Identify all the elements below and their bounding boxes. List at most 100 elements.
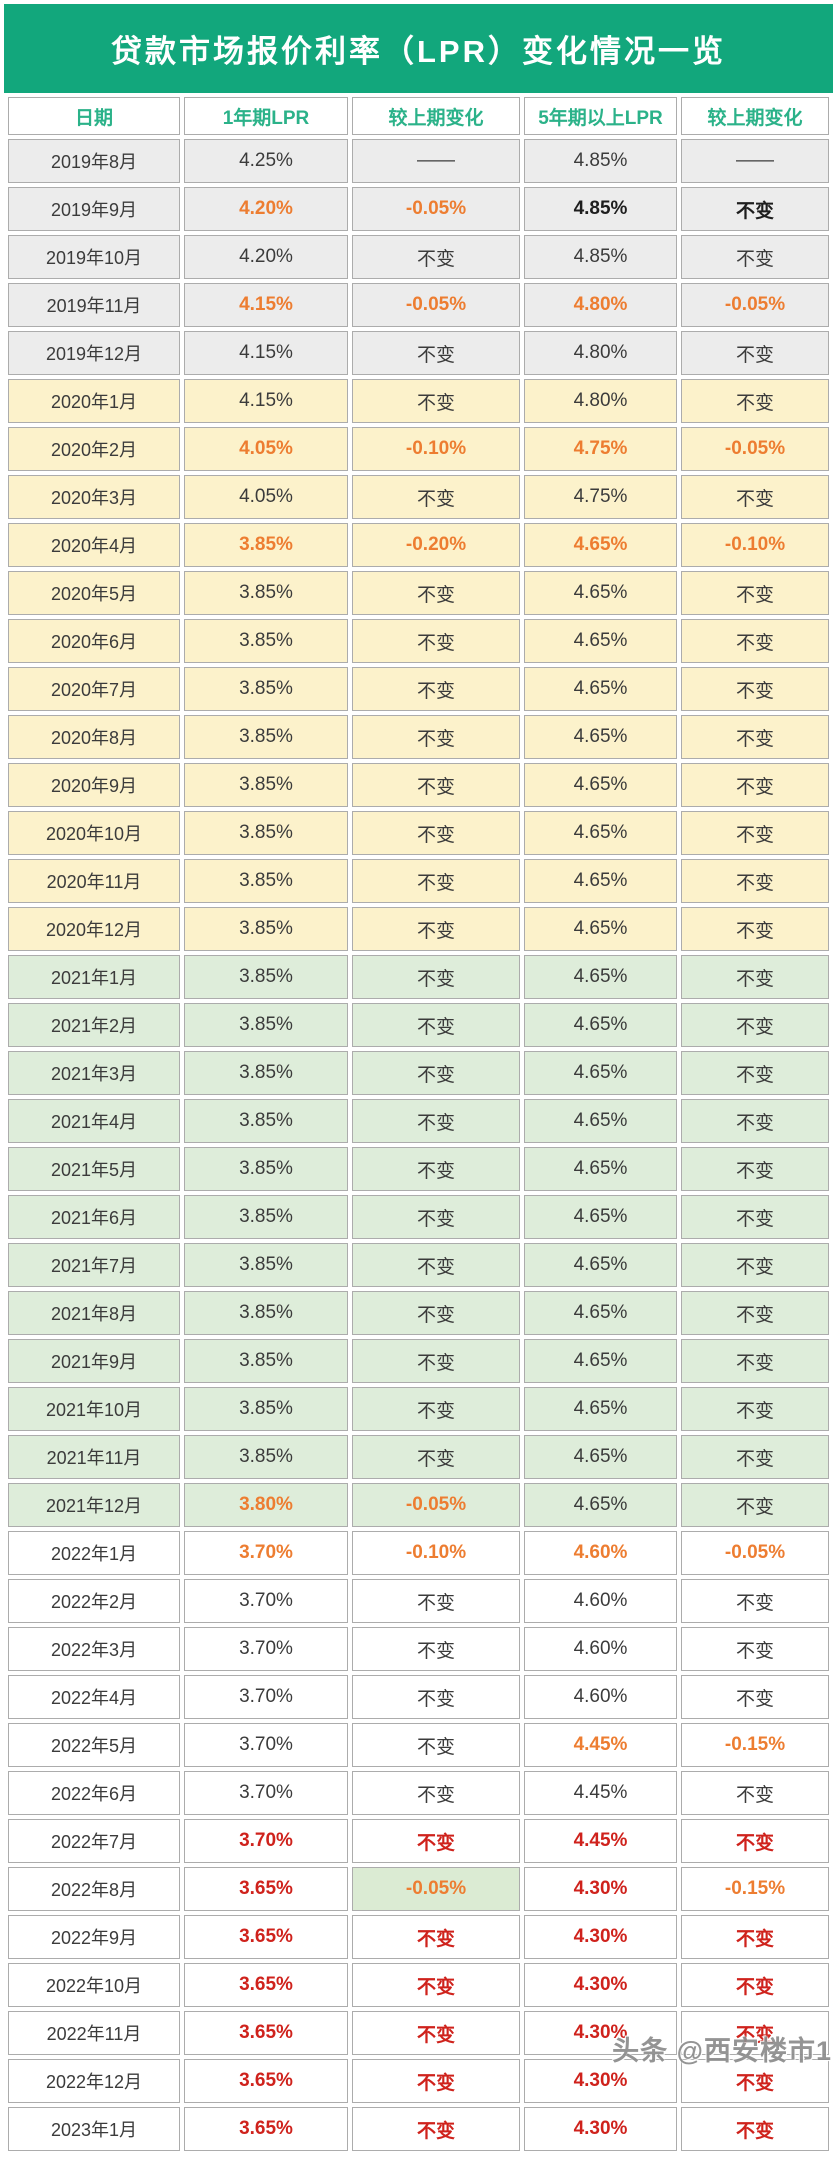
value-cell: 3.85%	[184, 1435, 348, 1479]
date-cell: 2020年2月	[8, 427, 180, 471]
date-cell: 2022年7月	[8, 1819, 180, 1863]
value-cell: ——	[352, 139, 520, 183]
value-cell: -0.05%	[352, 1483, 520, 1527]
value-cell: 4.75%	[524, 427, 677, 471]
value-cell: 不变	[352, 1387, 520, 1431]
value-cell: 3.65%	[184, 1915, 348, 1959]
watermark: 头条 @西安楼市1	[612, 2036, 832, 2066]
value-cell: -0.15%	[681, 1867, 829, 1911]
value-cell: 3.80%	[184, 1483, 348, 1527]
value-cell: 不变	[352, 379, 520, 423]
table-row: 2021年10月 3.85% 不变 4.65% 不变	[8, 1387, 829, 1431]
value-cell: 不变	[352, 571, 520, 615]
table-row: 2022年6月 3.70% 不变 4.45% 不变	[8, 1771, 829, 1815]
table-row: 2021年9月 3.85% 不变 4.65% 不变	[8, 1339, 829, 1383]
value-cell: 不变	[681, 235, 829, 279]
value-cell: 4.15%	[184, 379, 348, 423]
value-cell: 4.65%	[524, 715, 677, 759]
value-cell: 不变	[681, 1051, 829, 1095]
value-cell: 4.20%	[184, 187, 348, 231]
value-cell: 4.45%	[524, 1771, 677, 1815]
value-cell: 4.05%	[184, 475, 348, 519]
value-cell: 不变	[681, 763, 829, 807]
table-row: 2020年11月 3.85% 不变 4.65% 不变	[8, 859, 829, 903]
value-cell: 4.65%	[524, 619, 677, 663]
value-cell: 3.85%	[184, 1339, 348, 1383]
value-cell: 4.80%	[524, 331, 677, 375]
value-cell: 不变	[681, 1147, 829, 1191]
value-cell: 4.65%	[524, 1291, 677, 1335]
value-cell: 4.65%	[524, 859, 677, 903]
table-row: 2020年3月 4.05% 不变 4.75% 不变	[8, 475, 829, 519]
value-cell: 不变	[352, 1771, 520, 1815]
value-cell: 不变	[681, 1243, 829, 1287]
value-cell: 不变	[681, 1195, 829, 1239]
value-cell: 4.65%	[524, 1483, 677, 1527]
value-cell: 3.85%	[184, 571, 348, 615]
value-cell: 不变	[352, 1819, 520, 1863]
table-row: 2021年1月 3.85% 不变 4.65% 不变	[8, 955, 829, 999]
value-cell: 不变	[352, 1435, 520, 1479]
table-row: 2019年11月 4.15% -0.05% 4.80% -0.05%	[8, 283, 829, 327]
value-cell: -0.20%	[352, 523, 520, 567]
value-cell: 不变	[681, 571, 829, 615]
value-cell: 不变	[352, 1291, 520, 1335]
value-cell: 3.85%	[184, 955, 348, 999]
date-cell: 2022年4月	[8, 1675, 180, 1719]
table-row: 2022年8月 3.65% -0.05% 4.30% -0.15%	[8, 1867, 829, 1911]
date-cell: 2021年8月	[8, 1291, 180, 1335]
value-cell: 不变	[681, 1003, 829, 1047]
value-cell: 3.85%	[184, 1051, 348, 1095]
value-cell: 不变	[681, 187, 829, 231]
table-row: 2020年12月 3.85% 不变 4.65% 不变	[8, 907, 829, 951]
table-row: 2020年9月 3.85% 不变 4.65% 不变	[8, 763, 829, 807]
value-cell: 不变	[352, 763, 520, 807]
value-cell: 3.65%	[184, 2059, 348, 2103]
value-cell: 4.45%	[524, 1723, 677, 1767]
date-cell: 2022年11月	[8, 2011, 180, 2055]
table-row: 2020年8月 3.85% 不变 4.65% 不变	[8, 715, 829, 759]
value-cell: 不变	[352, 811, 520, 855]
table-row: 2021年6月 3.85% 不变 4.65% 不变	[8, 1195, 829, 1239]
date-cell: 2019年12月	[8, 331, 180, 375]
value-cell: -0.10%	[352, 1531, 520, 1575]
date-cell: 2022年6月	[8, 1771, 180, 1815]
value-cell: 3.85%	[184, 1099, 348, 1143]
value-cell: 不变	[681, 859, 829, 903]
value-cell: 不变	[352, 1195, 520, 1239]
date-cell: 2020年7月	[8, 667, 180, 711]
table-row: 2020年6月 3.85% 不变 4.65% 不变	[8, 619, 829, 663]
value-cell: 4.65%	[524, 571, 677, 615]
value-cell: 4.85%	[524, 139, 677, 183]
value-cell: 4.65%	[524, 1099, 677, 1143]
value-cell: 不变	[681, 955, 829, 999]
value-cell: 4.65%	[524, 1435, 677, 1479]
value-cell: 不变	[352, 1675, 520, 1719]
value-cell: 4.60%	[524, 1531, 677, 1575]
value-cell: -0.10%	[681, 523, 829, 567]
value-cell: 4.15%	[184, 331, 348, 375]
value-cell: 不变	[352, 1243, 520, 1287]
value-cell: 4.20%	[184, 235, 348, 279]
value-cell: 4.65%	[524, 1051, 677, 1095]
value-cell: 不变	[352, 2011, 520, 2055]
table-row: 2020年7月 3.85% 不变 4.65% 不变	[8, 667, 829, 711]
value-cell: 不变	[352, 235, 520, 279]
date-cell: 2021年5月	[8, 1147, 180, 1191]
value-cell: 3.85%	[184, 763, 348, 807]
value-cell: 不变	[681, 379, 829, 423]
value-cell: 3.85%	[184, 619, 348, 663]
date-cell: 2021年11月	[8, 1435, 180, 1479]
value-cell: 不变	[352, 1627, 520, 1671]
value-cell: 4.65%	[524, 523, 677, 567]
date-cell: 2020年3月	[8, 475, 180, 519]
value-cell: 不变	[352, 715, 520, 759]
value-cell: 3.65%	[184, 1867, 348, 1911]
date-cell: 2020年10月	[8, 811, 180, 855]
table-row: 2020年4月 3.85% -0.20% 4.65% -0.10%	[8, 523, 829, 567]
table-row: 2019年10月 4.20% 不变 4.85% 不变	[8, 235, 829, 279]
value-cell: 不变	[681, 811, 829, 855]
table-row: 2021年5月 3.85% 不变 4.65% 不变	[8, 1147, 829, 1191]
table-row: 2019年12月 4.15% 不变 4.80% 不变	[8, 331, 829, 375]
table-row: 2022年2月 3.70% 不变 4.60% 不变	[8, 1579, 829, 1623]
